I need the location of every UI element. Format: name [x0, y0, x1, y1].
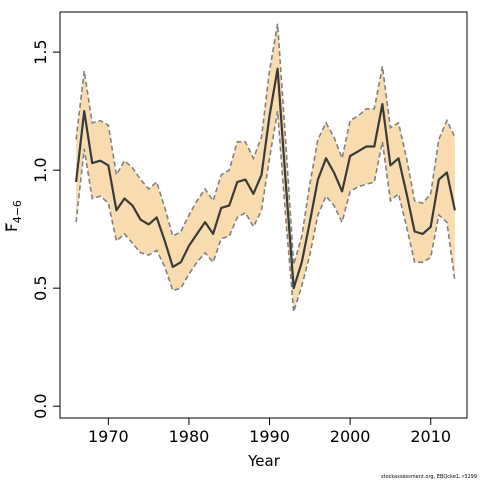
y-tick-label: 1.0 — [31, 157, 50, 182]
estimate-line — [75, 67, 456, 290]
plot-area — [75, 23, 456, 313]
y-tick-label: 0.5 — [31, 275, 50, 300]
credit-text: stockassessment.org, EBQcke1, r3299 — [381, 474, 477, 480]
plot-frame — [59, 11, 468, 419]
y-tick-label: 1.5 — [31, 39, 50, 64]
confidence-band — [76, 23, 455, 312]
svg-text:F4−6: F4−6 — [3, 200, 24, 232]
x-tick-label: 1980 — [169, 427, 210, 446]
x-tick-label: 1990 — [249, 427, 290, 446]
y-axis-title-subscript: 4−6 — [11, 200, 24, 223]
y-axis-title: F4−6 — [3, 200, 24, 232]
x-tick-label: 2000 — [330, 427, 371, 446]
lower-bound-line — [75, 110, 456, 313]
x-tick-label: 2010 — [410, 427, 451, 446]
y-axis-title-main: F — [3, 223, 21, 232]
y-tick-label: 0.0 — [31, 393, 50, 418]
y-axis: 0.0 0.5 1.0 1.5 — [31, 39, 60, 419]
x-axis-title: Year — [247, 452, 281, 470]
x-axis: 1970 1980 1990 2000 2010 — [88, 418, 451, 446]
x-tick-label: 1970 — [88, 427, 129, 446]
upper-bound-line — [75, 23, 456, 265]
